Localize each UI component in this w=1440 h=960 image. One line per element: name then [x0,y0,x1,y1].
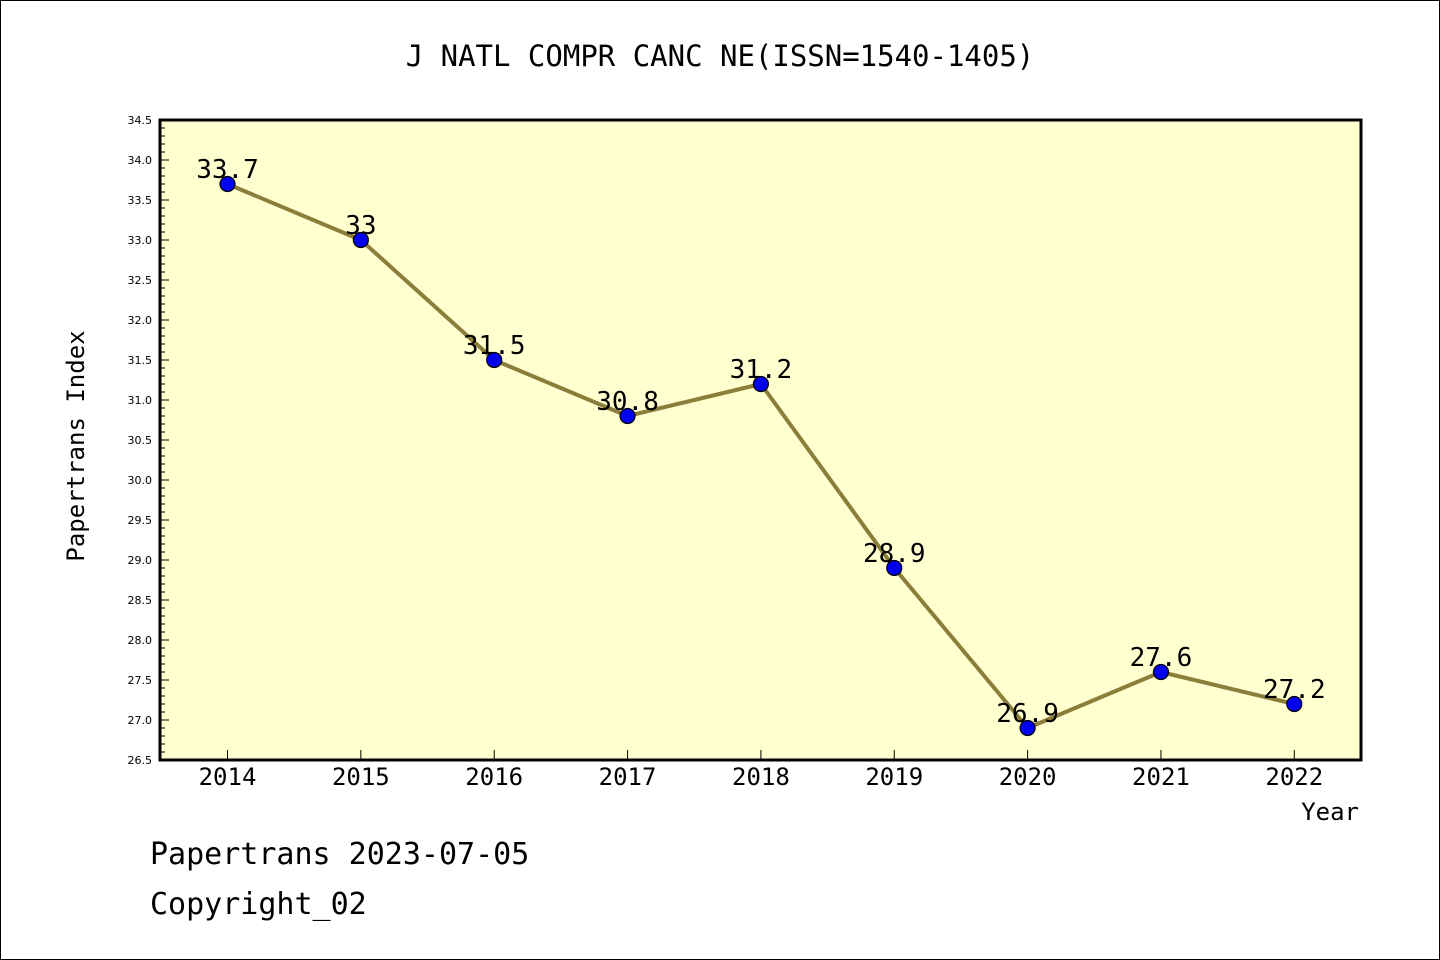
x-tick-label: 2022 [1265,763,1323,791]
data-point [486,351,503,369]
data-label: 31.5 [463,331,526,361]
y-tick-label: 27.5 [128,674,153,687]
footer-copyright: Copyright_02 [150,887,367,922]
data-point [619,407,636,425]
data-point [752,375,770,393]
plot-border [158,118,1363,762]
x-tick-label: 2017 [599,763,657,791]
data-point [1019,719,1036,737]
chart-title: J NATL COMPR CANC NE(ISSN=1540-1405) [406,39,1035,73]
data-point [1152,663,1170,681]
data-label: 30.8 [596,387,659,417]
data-labels: 33.7 33 31.5 30.8 31.2 28.9 26.9 27.6 27.2 [196,155,1325,729]
data-point [352,231,369,249]
y-tick-label: 29.5 [128,514,153,527]
footer-date: Papertrans 2023-07-05 [150,837,529,872]
x-tick-label: 2018 [732,763,790,791]
y-tick-label: 31.0 [128,394,153,407]
x-tick-label: 2015 [332,763,390,791]
y-tick-label: 34.0 [128,154,153,167]
x-axis-label: Year [1301,798,1359,826]
y-tick-label: 30.5 [128,434,153,447]
data-label: 33 [345,211,376,241]
y-tick-label: 32.0 [128,314,153,327]
y-tick-label: 30.0 [128,474,153,487]
y-tick-label: 29.0 [128,554,153,567]
data-label: 31.2 [730,355,793,385]
y-tick-label: 31.5 [128,354,153,367]
data-label: 33.7 [196,155,259,185]
y-tick-label: 33.5 [128,194,153,207]
data-label: 26.9 [996,699,1059,729]
y-tick-label: 28.5 [128,594,153,607]
data-label: 27.2 [1263,675,1326,705]
y-tick-label: 27.0 [128,714,153,727]
y-tick-label: 26.5 [128,754,153,767]
y-tick-label: 34.5 [128,114,153,127]
data-label: 28.9 [863,539,926,569]
x-tick-label: 2020 [999,763,1057,791]
x-tick-label: 2019 [865,763,923,791]
x-axis: 2014 2015 2016 2017 2018 2019 2020 2021 2022 [199,750,1323,791]
x-tick-label: 2014 [199,763,257,791]
y-tick-label: 28.0 [128,634,153,647]
data-point [219,175,236,193]
x-tick-label: 2016 [465,763,523,791]
y-axis-label: Papertrans Index [62,330,90,561]
data-point [1286,695,1303,713]
data-label: 27.6 [1130,643,1193,673]
x-tick-label: 2021 [1132,763,1190,791]
data-point [886,559,903,577]
y-tick-label: 32.5 [128,274,153,287]
plot-area [160,120,1361,760]
series-markers [219,175,1303,737]
y-tick-label: 33.0 [128,234,153,247]
